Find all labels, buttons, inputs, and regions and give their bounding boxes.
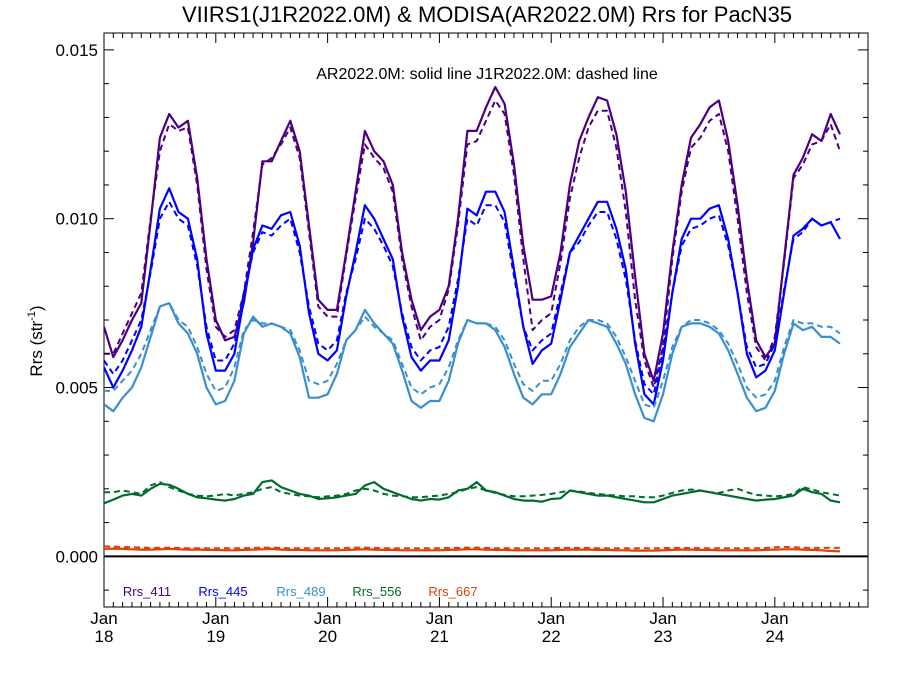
legend-entry: Rrs_556 <box>352 584 401 599</box>
series-line-dashed <box>104 481 841 499</box>
x-tick-label-year: 20 <box>318 627 337 646</box>
y-tick-label: 0.015 <box>55 41 98 60</box>
x-tick-label-year: 24 <box>765 627 784 646</box>
x-tick-label-month: Jan <box>90 609 117 628</box>
x-tick-label-month: Jan <box>314 609 341 628</box>
series-rrs-489 <box>104 302 841 423</box>
series-line-dashed <box>104 200 841 396</box>
series-layer <box>104 85 842 553</box>
series-line-dashed <box>104 302 841 409</box>
x-tick-label-month: Jan <box>426 609 453 628</box>
series-line-dashed <box>104 99 841 389</box>
series-rrs-556 <box>104 479 841 505</box>
y-tick-label: 0.005 <box>55 379 98 398</box>
x-tick-label-month: Jan <box>202 609 229 628</box>
y-tick-label: 0.000 <box>55 547 98 566</box>
y-axis-title: Rrs (str-1) <box>26 305 46 376</box>
legend: Rrs_411 Rrs_445 Rrs_489 Rrs_556 Rrs_667 <box>123 584 478 599</box>
series-line-solid <box>104 547 841 553</box>
chart-title: VIIRS1(J1R2022.0M) & MODISA(AR2022.0M) R… <box>182 2 792 27</box>
series-rrs-411 <box>104 85 842 389</box>
series-line-dashed <box>104 545 840 550</box>
x-tick-label-year: 21 <box>430 627 449 646</box>
series-line-solid <box>104 187 841 406</box>
x-tick-label-year: 23 <box>654 627 673 646</box>
x-tick-label-year: 19 <box>206 627 225 646</box>
x-tick-label-year: 22 <box>542 627 561 646</box>
y-axis-ticks: 0.000 0.005 0.010 0.015 <box>55 41 868 591</box>
series-rrs-445 <box>104 187 841 406</box>
series-line-solid <box>104 85 842 382</box>
line-style-note: AR2022.0M: solid line J1R2022.0M: dashed… <box>316 66 658 83</box>
y-axis-title-main: Rrs (str <box>27 321 46 377</box>
x-tick-label-month: Jan <box>761 609 788 628</box>
legend-entry: Rrs_667 <box>428 584 477 599</box>
y-axis-title-sup: -1 <box>26 311 38 321</box>
x-tick-label-month: Jan <box>538 609 565 628</box>
series-rrs-667 <box>104 545 841 553</box>
y-tick-label: 0.010 <box>55 210 98 229</box>
series-line-solid <box>104 479 841 505</box>
y-axis-title-tail: ) <box>27 305 46 311</box>
legend-entry: Rrs_489 <box>276 584 325 599</box>
legend-entry: Rrs_445 <box>198 584 247 599</box>
x-tick-label-month: Jan <box>649 609 676 628</box>
x-tick-label-year: 18 <box>95 627 114 646</box>
legend-entry: Rrs_411 <box>123 584 171 599</box>
